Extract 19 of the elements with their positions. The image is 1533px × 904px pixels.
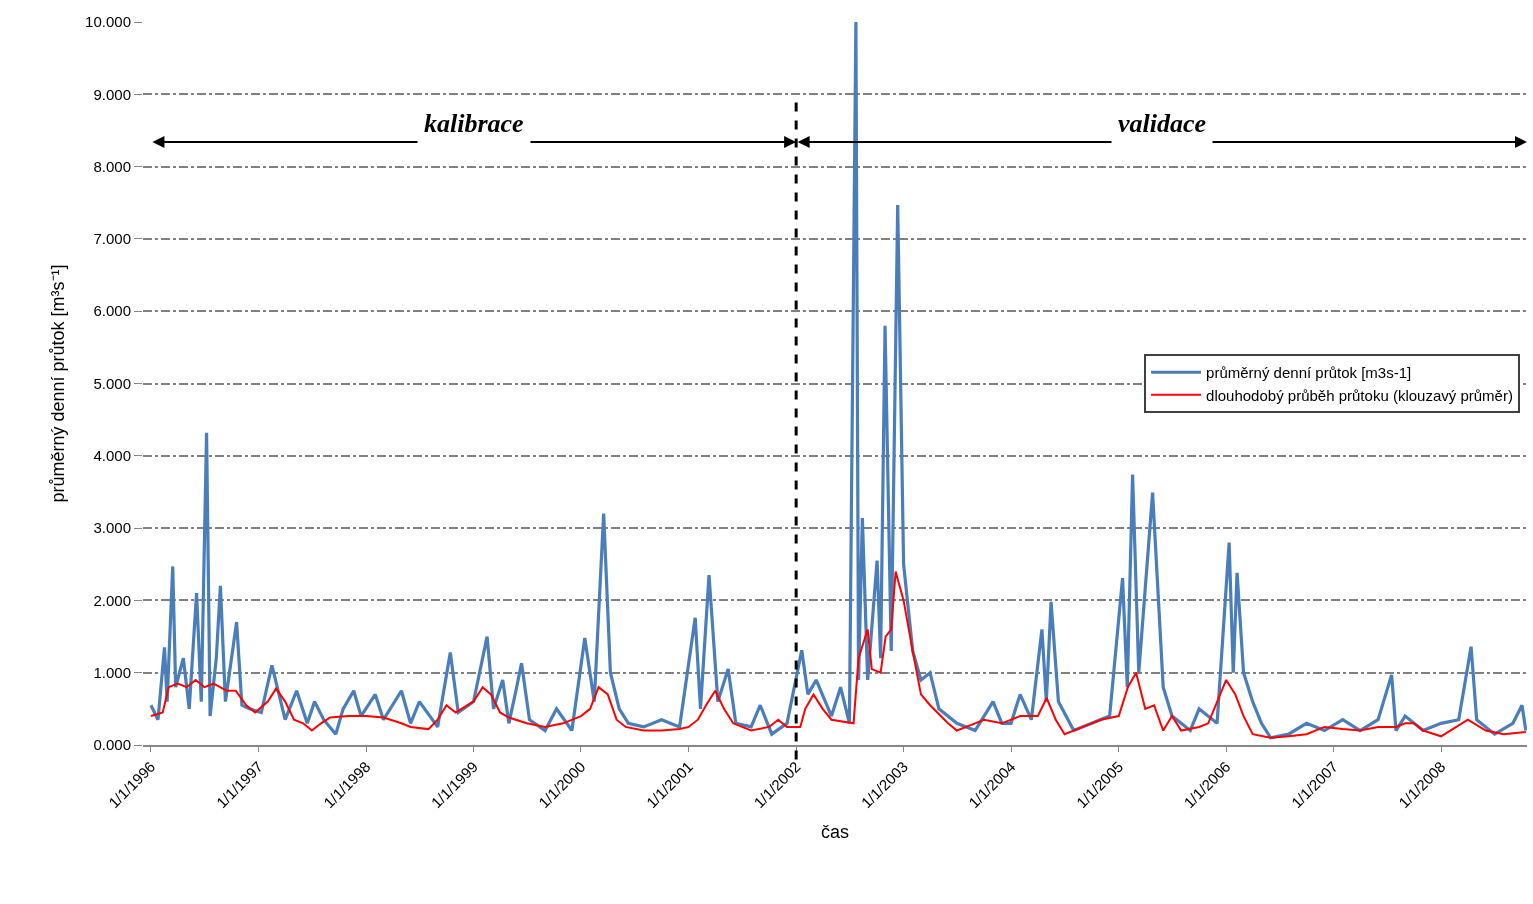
- x-axis-title: čas: [820, 821, 850, 842]
- y-tick-label: 5.000: [93, 374, 131, 392]
- legend-label: dlouhodobý průběh průtoku (klouzavý průměr): [1206, 386, 1513, 404]
- y-tick-label: 7.000: [93, 230, 131, 248]
- annotation: validace: [1118, 109, 1207, 138]
- annotation: kalibrace: [424, 109, 524, 138]
- y-tick-label: 9.000: [93, 85, 131, 103]
- y-tick-label: 1.000: [93, 663, 131, 681]
- y-tick-label: 8.000: [93, 157, 131, 175]
- y-tick-label: 6.000: [93, 302, 131, 320]
- y-tick-label: 4.000: [93, 447, 131, 465]
- line-series: [149, 570, 1527, 739]
- y-tick-label: 10.000: [85, 13, 131, 31]
- y-axis-title: průměrný denní průtok [m³s⁻¹]: [48, 264, 69, 503]
- y-tick-label: 2.000: [93, 591, 131, 609]
- line-series: [149, 22, 1527, 740]
- y-tick-label: 0.000: [93, 736, 131, 754]
- y-tick-label: 3.000: [93, 519, 131, 537]
- legend-label: průměrný denní průtok [m3s-1]: [1206, 364, 1412, 382]
